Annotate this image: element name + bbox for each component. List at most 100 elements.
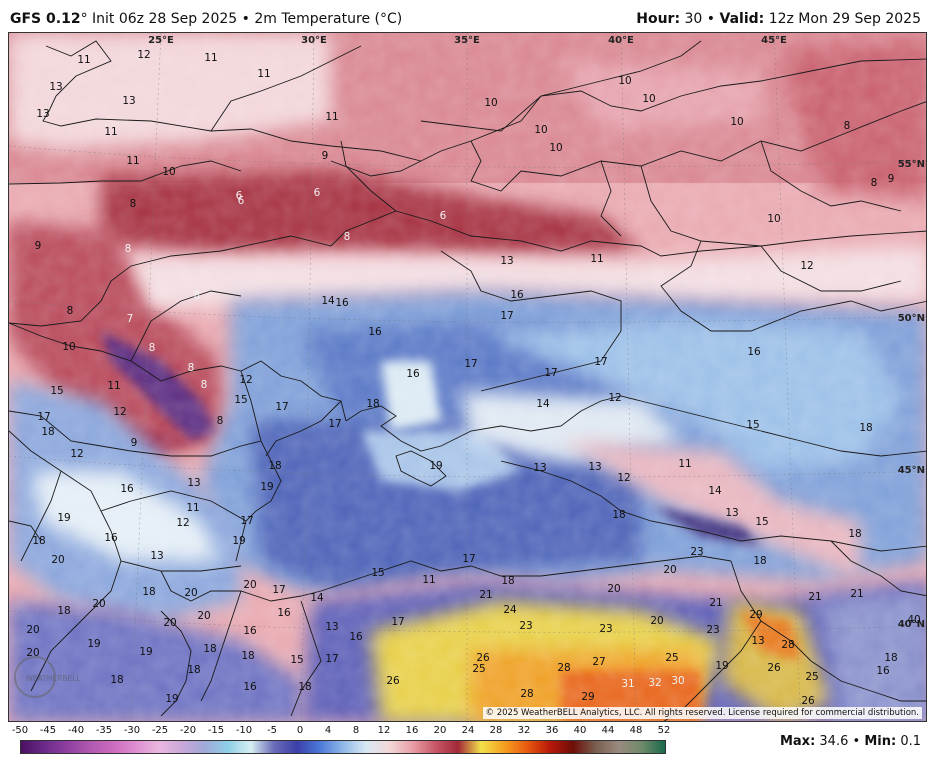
max-value: 34.6 [819, 734, 849, 749]
temperature-label: 14 [536, 398, 550, 410]
temperature-label: 6 [238, 195, 245, 207]
temperature-label: 11 [77, 54, 90, 66]
temperature-label: 16 [104, 532, 118, 544]
temperature-label: 18 [366, 398, 379, 410]
scale-tick-labels: -50 -45 -40 -35 -30 -25 -20 -15 -10 -5 0 4 8 12 16 20 24… [0, 725, 700, 739]
temperature-label: 30 [671, 675, 684, 687]
temperature-label: 8 [217, 415, 224, 427]
temperature-label: 19 [87, 638, 100, 650]
min-value: 0.1 [900, 734, 921, 749]
temperature-label: 26 [801, 695, 815, 707]
hour-label: Hour: [636, 11, 681, 27]
temperature-field [9, 33, 926, 721]
temperature-label: 13 [500, 255, 513, 267]
temperature-label: 15 [371, 567, 384, 579]
scale-tick-label: -25 [151, 725, 169, 736]
temperature-map[interactable]: 25°E 30°E 35°E 40°E 45°E 55°N 50°N 45°N … [8, 32, 927, 722]
temperature-label: 40 [907, 614, 920, 626]
temperature-label: 23 [706, 624, 719, 636]
temperature-label: 12 [176, 517, 189, 529]
temperature-label: 18 [187, 664, 200, 676]
scale-tick-label: 4 [324, 725, 332, 736]
temperature-label: 6 [440, 210, 447, 222]
temperature-label: 21 [709, 597, 722, 609]
valid-value: 12z Mon 29 Sep 2025 [768, 11, 921, 27]
temperature-label: 17 [325, 653, 338, 665]
temperature-label: 10 [767, 213, 780, 225]
temperature-label: 21 [808, 591, 821, 603]
temperature-label: 15 [234, 394, 247, 406]
weatherbell-logo: WEATHERBELL [13, 655, 93, 699]
scale-tick-label: 32 [517, 725, 531, 736]
map-canvas: 25°E 30°E 35°E 40°E 45°E 55°N 50°N 45°N … [9, 33, 926, 721]
temperature-label: 16 [349, 631, 363, 643]
temperature-label: 24 [503, 604, 517, 616]
temperature-label: 19 [57, 512, 70, 524]
temperature-label: 25 [665, 652, 678, 664]
temperature-label: 8 [844, 120, 851, 132]
lat-label-50n: 50°N [898, 313, 925, 324]
temperature-label: 16 [406, 368, 420, 380]
temperature-label: 12 [617, 472, 630, 484]
temperature-label: 21 [850, 588, 863, 600]
scale-tick-label: -35 [95, 725, 113, 736]
temperature-label: 18 [32, 535, 45, 547]
lat-lon-grid [9, 33, 926, 721]
temperature-label: 29 [749, 609, 762, 621]
temperature-label: 12 [137, 49, 150, 61]
temperature-label: 19 [260, 481, 273, 493]
temperature-label: 17 [275, 401, 288, 413]
temperature-label: 31 [621, 678, 634, 690]
lon-label-30e: 30°E [301, 35, 327, 46]
temperature-label: 29 [581, 691, 594, 703]
temperature-label: 12 [800, 260, 813, 272]
temperature-label: 8 [194, 290, 201, 302]
scale-tick-label: 8 [352, 725, 360, 736]
temperature-label: 8 [130, 198, 137, 210]
temperature-label: 20 [663, 564, 676, 576]
latitude-labels: 55°N 50°N 45°N 40°N [898, 159, 925, 630]
temperature-label: 19 [232, 535, 245, 547]
temperature-label: 23 [599, 623, 612, 635]
temperature-label: 15 [755, 516, 768, 528]
scale-tick-label: 24 [461, 725, 475, 736]
longitude-labels: 25°E 30°E 35°E 40°E 45°E [148, 35, 787, 46]
lat-label-55n: 55°N [898, 159, 925, 170]
temperature-label: 11 [590, 253, 603, 265]
temperature-label: 28 [781, 639, 794, 651]
temperature-label: 19 [429, 460, 442, 472]
temperature-label: 11 [678, 458, 691, 470]
temperature-label: 11 [204, 52, 217, 64]
valid-label: Valid: [719, 11, 765, 27]
temperature-label: 17 [462, 553, 475, 565]
lat-label-45n: 45°N [898, 465, 925, 476]
temperature-label: 17 [500, 310, 513, 322]
temperature-label: 12 [113, 406, 126, 418]
temperature-label: 13 [122, 95, 135, 107]
temperature-label: 13 [588, 461, 601, 473]
temperature-label: 11 [104, 126, 117, 138]
temperature-label: 10 [162, 166, 175, 178]
field-name: 2m Temperature (°C) [254, 11, 403, 27]
temperature-label: 18 [848, 528, 861, 540]
temperature-label: 9 [888, 173, 895, 185]
temperature-label: 16 [335, 297, 349, 309]
temperature-label: 26 [476, 652, 490, 664]
temperature-label: 13 [150, 550, 163, 562]
temperature-label: 18 [859, 422, 872, 434]
temperature-label: 21 [479, 589, 492, 601]
temperature-label: 18 [203, 643, 216, 655]
scale-tick-label: -40 [67, 725, 85, 736]
temperature-label: 11 [257, 68, 270, 80]
temperature-label: 7 [127, 313, 134, 325]
temperature-label: 20 [197, 610, 210, 622]
temperature-label: 26 [386, 675, 400, 687]
scale-tick-label: -50 [11, 725, 29, 736]
temperature-label: 13 [751, 635, 764, 647]
copyright-notice: © 2025 WeatherBELL Analytics, LLC. All r… [482, 707, 922, 719]
temperature-label: 20 [163, 617, 176, 629]
temperature-label: 6 [236, 190, 243, 202]
temperature-label: 11 [325, 111, 338, 123]
temperature-label: 18 [41, 426, 54, 438]
